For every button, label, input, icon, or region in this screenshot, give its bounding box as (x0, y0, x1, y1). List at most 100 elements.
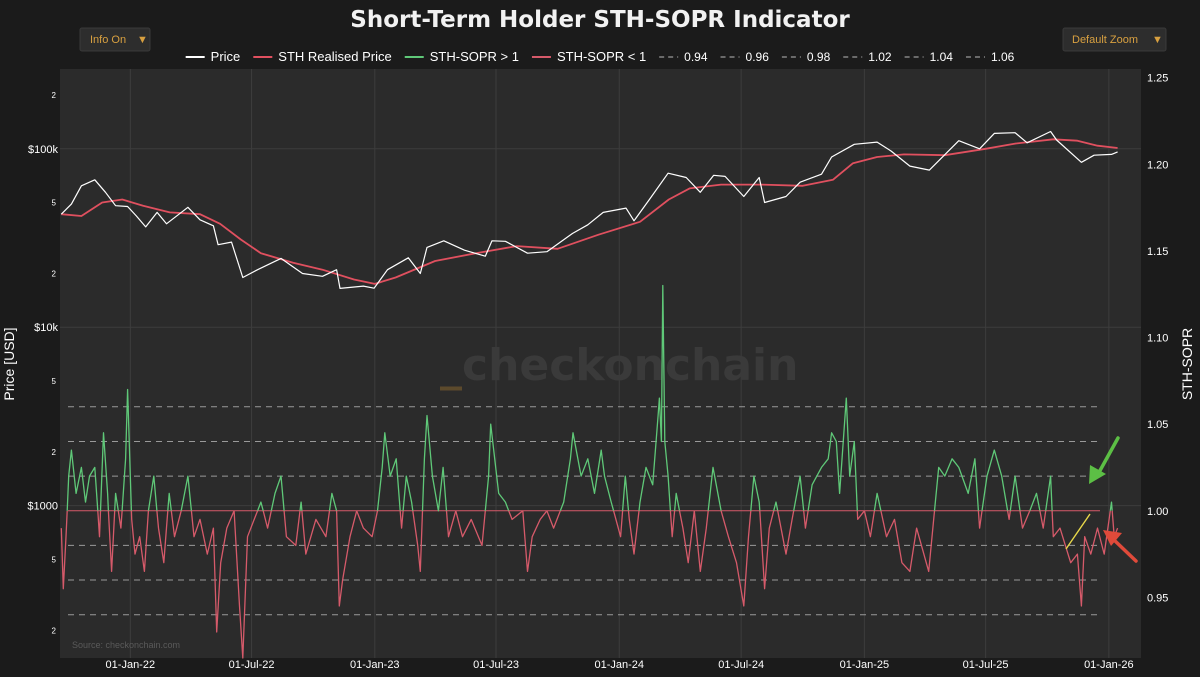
sopr-above-1-segment (421, 414, 448, 512)
zoom-select-button[interactable]: Default Zoom ▼ (1062, 27, 1167, 52)
legend-item: STH-SOPR < 1 (531, 49, 646, 64)
sopr-below-1-segment (720, 510, 752, 607)
sopr-below-1-segment (60, 510, 68, 590)
sopr-below-1-segment (455, 510, 486, 547)
sopr-below-1-segment (412, 510, 424, 573)
watermark: _checkonchain (440, 340, 798, 391)
sopr-above-1-segment (750, 475, 761, 511)
sopr-below-1-segment (977, 510, 983, 529)
sopr-above-1-segment (121, 388, 133, 511)
sth-sopr-series (60, 284, 1119, 659)
legend-item: 0.96 (720, 50, 769, 64)
sopr-below-1-segment (627, 510, 640, 555)
legend-item: 0.98 (781, 50, 831, 64)
legend-label: Price (211, 49, 241, 64)
x-tick-label: 01-Jan-23 (350, 659, 400, 671)
sopr-below-1-segment (1051, 510, 1111, 607)
x-tick-label: 01-Jul-25 (963, 659, 1009, 671)
sopr-below-1-segment (1006, 510, 1011, 521)
sopr-below-1-segment (1019, 510, 1031, 529)
sopr-above-1-segment (1029, 492, 1041, 512)
zoom-select-label: Default Zoom (1072, 34, 1138, 46)
plot-area (60, 69, 1141, 658)
left-major-tick-label: $10k (34, 322, 58, 334)
right-tick-label: 1.25 (1147, 73, 1168, 85)
x-tick-label: 01-Jan-26 (1084, 659, 1134, 671)
info-dropdown-icon: ▼ (137, 34, 148, 46)
source-credit: Source: checkonchain.com (72, 640, 180, 650)
price-series (60, 130, 1118, 289)
legend-label: 0.94 (684, 50, 708, 64)
sopr-above-1-segment (180, 475, 193, 511)
right-tick-label: 0.95 (1147, 592, 1168, 604)
x-tick-label: 01-Jan-25 (840, 659, 890, 671)
sopr-below-1-segment (190, 510, 235, 633)
watermark-underscore: _ (440, 340, 462, 391)
x-axis: 01-Jan-22 01-Jul-22 01-Jan-23 01-Jul-23 01-J… (106, 659, 1134, 671)
right-tick-label: 1.15 (1147, 246, 1168, 258)
legend-label: 0.98 (807, 50, 831, 64)
info-toggle-button[interactable]: Info On ▼ (79, 27, 151, 52)
sopr-above-1-segment (1109, 501, 1113, 511)
right-tick-label: 1.20 (1147, 159, 1168, 171)
sopr-below-1-segment (863, 510, 876, 538)
right-tick-label: 1.10 (1147, 333, 1168, 345)
left-major-tick-label: $100k (28, 144, 58, 156)
sopr-below-1-segment (612, 510, 624, 538)
left-minor-tick-label: 5 (52, 377, 57, 386)
sopr-below-1-segment (508, 510, 524, 521)
legend-label: 1.04 (930, 50, 954, 64)
sopr-above-1-segment (793, 475, 805, 511)
price-line (60, 130, 1118, 289)
sopr-above-1-segment (673, 492, 681, 511)
sopr-above-1-segment (376, 432, 401, 511)
sopr-above-1-segment (707, 466, 722, 511)
sopr-below-1-segment (107, 510, 116, 573)
sopr-below-1-segment (97, 510, 102, 538)
zoom-dropdown-icon: ▼ (1152, 34, 1163, 46)
sopr-below-1-segment (1039, 510, 1047, 529)
sopr-below-1-segment (170, 510, 182, 538)
sopr-above-1-segment (402, 475, 414, 511)
sopr-below-1-segment (777, 510, 795, 555)
x-tick-label: 01-Jan-24 (594, 659, 644, 671)
left-minor-tick-label: 2 (52, 91, 57, 100)
sopr-above-1-segment (147, 475, 158, 511)
chart-legend: Price STH Realised Price STH-SOPR > 1 STH-S… (185, 49, 1015, 64)
x-tick-label: 01-Jan-22 (106, 659, 156, 671)
left-minor-tick-label: 5 (52, 198, 57, 207)
sopr-above-1-segment (270, 475, 285, 511)
sopr-below-1-segment (262, 510, 272, 529)
sopr-reference-lines (68, 406, 1100, 616)
annotation-red-arrow (1103, 530, 1138, 563)
sopr-below-1-segment (522, 510, 548, 573)
legend-item: 1.06 (965, 50, 1015, 64)
grid-lines (60, 69, 1141, 658)
sopr-above-1-segment (299, 501, 303, 511)
sopr-below-1-segment (335, 510, 358, 607)
annotation-green-arrow (1089, 436, 1120, 484)
sopr-above-1-segment (638, 284, 672, 511)
sopr-below-1-segment (117, 510, 123, 529)
sopr-above-1-segment (256, 501, 264, 512)
sopr-below-1-segment (356, 510, 379, 538)
sopr-above-1-segment (1009, 475, 1021, 511)
sopr-above-1-segment (559, 432, 615, 512)
sopr-above-1-segment (1045, 475, 1053, 511)
left-price-axis: $1000 $10k $100k 2 5 2 5 2 5 2 (27, 91, 58, 635)
sopr-below-1-segment (130, 510, 150, 573)
chart-title: Short-Term Holder STH-SOPR Indicator (350, 7, 850, 33)
sopr-below-1-segment (759, 510, 775, 590)
left-axis-title: Price [USD] (1, 327, 17, 400)
sopr-below-1-segment (445, 510, 457, 538)
sopr-below-1-segment (233, 510, 259, 659)
sopr-above-1-segment (484, 423, 510, 512)
left-minor-tick-label: 2 (52, 448, 57, 457)
left-minor-tick-label: 2 (52, 270, 57, 279)
legend-item: Price (185, 49, 241, 64)
svg-text:_checkonchain: _checkonchain (440, 340, 798, 391)
x-tick-label: 01-Jul-24 (718, 659, 764, 671)
sopr-above-1-segment (773, 501, 779, 511)
sopr-above-1-segment (981, 449, 1009, 511)
